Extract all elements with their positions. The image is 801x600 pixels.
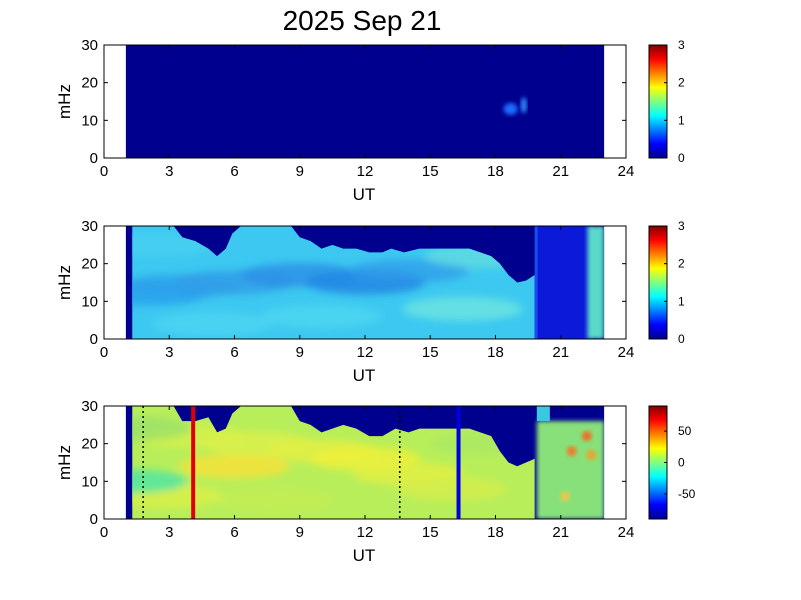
colorbar-tick-label: 2 — [678, 76, 685, 90]
x-tick-label: 0 — [100, 163, 108, 180]
colorbar-tick-label: 0 — [678, 151, 685, 165]
x-tick-label: 18 — [487, 344, 504, 361]
x-tick-label: 21 — [552, 344, 569, 361]
x-tick-label: 3 — [165, 344, 173, 361]
heatmap-data — [125, 406, 605, 519]
x-tick-label: 9 — [296, 344, 304, 361]
hot-spot — [581, 431, 592, 442]
x-axis-label: UT — [353, 546, 376, 565]
y-axis-label: mHz — [55, 265, 74, 300]
x-tick-label: 3 — [165, 524, 173, 541]
high-power-band — [587, 226, 605, 339]
x-tick-label: 6 — [230, 524, 238, 541]
x-tick-label: 18 — [487, 163, 504, 180]
x-axis-label: UT — [353, 185, 376, 204]
y-tick-label: 10 — [81, 293, 98, 310]
heatmap-data — [125, 45, 605, 158]
y-tick-label: 10 — [81, 473, 98, 490]
x-tick-label: 9 — [296, 163, 304, 180]
y-tick-label: 20 — [81, 256, 98, 273]
panel-3: 0 3 6 9 12 15 18 21 24 0 10 20 30 UT mHz 50 0 -50 — [55, 398, 696, 565]
colorbar — [648, 225, 668, 340]
colorbar-tick-label: 3 — [678, 219, 685, 233]
heatmap-data — [125, 226, 605, 339]
hot-spot — [586, 449, 597, 460]
x-tick-label: 12 — [357, 344, 374, 361]
colorbar-tick-label: 2 — [678, 257, 685, 271]
x-tick-label: 15 — [422, 344, 439, 361]
colorbar-tick-label: 1 — [678, 113, 685, 127]
x-tick-label: 18 — [487, 524, 504, 541]
x-tick-label: 15 — [422, 163, 439, 180]
x-tick-label: 0 — [100, 344, 108, 361]
x-tick-label: 21 — [552, 163, 569, 180]
colorbar-tick-label: 0 — [678, 456, 685, 470]
x-tick-label: 24 — [618, 524, 635, 541]
x-tick-label: 9 — [296, 524, 304, 541]
x-tick-label: 12 — [357, 163, 374, 180]
heatmap-feature — [520, 97, 527, 114]
mixed-band-edge — [536, 406, 550, 422]
colorbar-tick-label: 1 — [678, 294, 685, 308]
colorbar — [648, 44, 668, 159]
x-tick-label: 21 — [552, 524, 569, 541]
x-tick-label: 15 — [422, 524, 439, 541]
y-tick-label: 30 — [81, 218, 98, 235]
hot-spot — [566, 446, 577, 457]
y-axis-label: mHz — [55, 84, 74, 119]
colorbar-tick-label: 3 — [678, 38, 685, 52]
x-tick-label: 24 — [618, 163, 635, 180]
x-tick-label: 6 — [230, 344, 238, 361]
y-tick-label: 20 — [81, 436, 98, 453]
colorbar-tick-label: -50 — [678, 487, 696, 501]
colorbar-tick-label: 0 — [678, 332, 685, 346]
heatmap-background — [125, 45, 605, 158]
transition-line — [534, 226, 538, 339]
colorbar-tick-label: 50 — [678, 424, 692, 438]
heatmap-feature — [503, 103, 518, 116]
mixed-band — [536, 421, 605, 519]
y-tick-label: 20 — [81, 75, 98, 92]
x-tick-label: 6 — [230, 163, 238, 180]
y-tick-label: 30 — [81, 37, 98, 54]
y-tick-label: 0 — [90, 331, 98, 348]
y-tick-label: 10 — [81, 112, 98, 129]
y-tick-label: 0 — [90, 150, 98, 167]
y-axis-label: mHz — [55, 445, 74, 480]
x-tick-label: 24 — [618, 344, 635, 361]
x-tick-label: 12 — [357, 524, 374, 541]
x-tick-label: 3 — [165, 163, 173, 180]
hot-spot — [560, 491, 571, 502]
low-power-band — [536, 226, 594, 339]
y-tick-label: 30 — [81, 398, 98, 415]
y-tick-label: 0 — [90, 511, 98, 528]
x-axis-label: UT — [353, 366, 376, 385]
chart-title: 2025 Sep 21 — [283, 5, 442, 36]
x-tick-label: 0 — [100, 524, 108, 541]
